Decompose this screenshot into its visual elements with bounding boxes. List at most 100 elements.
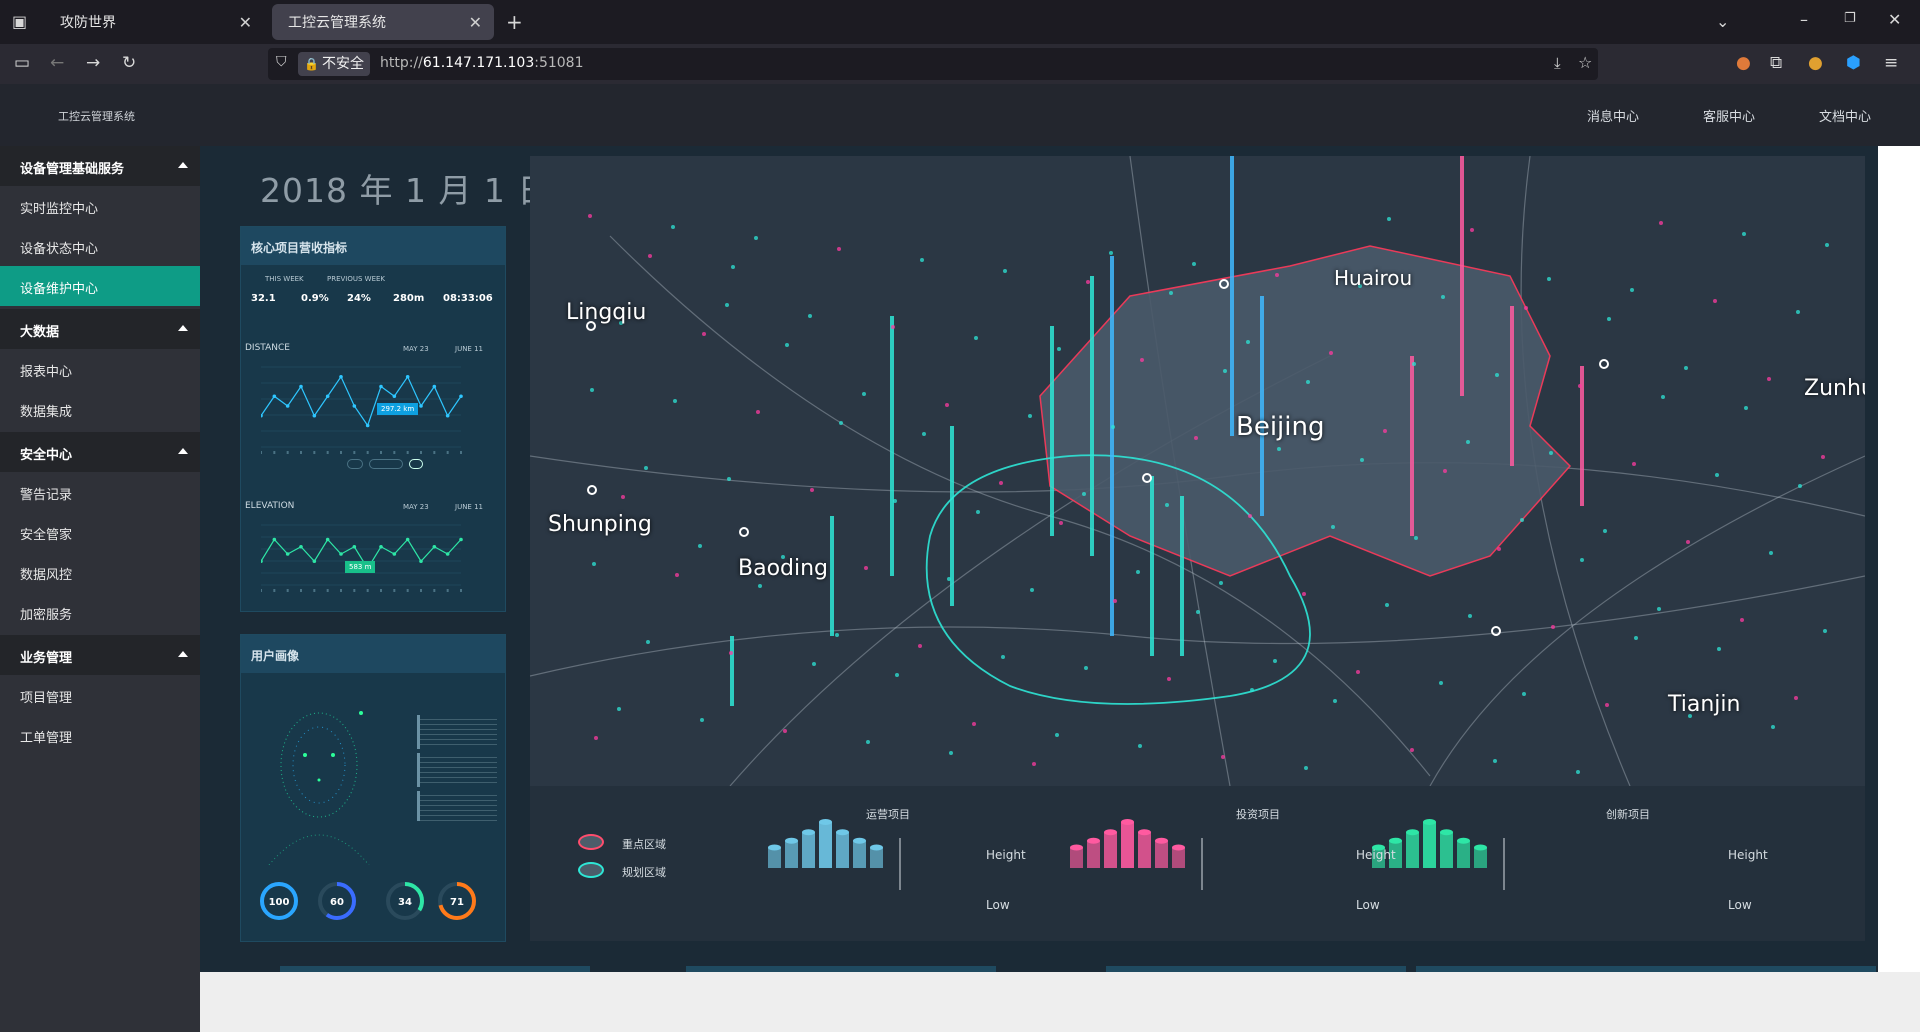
- prev-week-label[interactable]: PREVIOUS WEEK: [327, 275, 386, 283]
- close-icon[interactable]: ✕: [238, 13, 252, 32]
- extensions-icon[interactable]: ⧉: [1770, 53, 1783, 73]
- elevation-range-from[interactable]: MAY 23: [403, 503, 429, 511]
- star-icon[interactable]: ☆: [1578, 53, 1593, 72]
- data-dot: [1605, 703, 1609, 707]
- tab-list-icon[interactable]: ▣: [12, 12, 28, 31]
- this-week-label[interactable]: THIS WEEK: [265, 275, 304, 283]
- next-page-button[interactable]: [409, 459, 423, 469]
- tick-mark: [273, 451, 276, 454]
- prev-page-button[interactable]: [347, 459, 363, 469]
- reload-icon[interactable]: ↻: [122, 53, 137, 73]
- sidebar-item-reports[interactable]: 报表中心: [20, 365, 73, 380]
- legend-cylinder: [1474, 847, 1487, 868]
- data-dot: [1246, 340, 1250, 344]
- sidebar-item-risk-control[interactable]: 数据风控: [20, 568, 73, 583]
- data-dot: [1221, 755, 1225, 759]
- data-dot: [1439, 681, 1443, 685]
- close-icon[interactable]: ✕: [468, 13, 482, 32]
- url-prefix: http://: [380, 55, 423, 71]
- download-page-icon[interactable]: ⤓: [1554, 54, 1561, 72]
- sidebar-item-encryption[interactable]: 加密服务: [20, 608, 73, 623]
- back-icon[interactable]: ←: [50, 53, 65, 73]
- sidebar-item-realtime-monitor[interactable]: 实时监控中心: [20, 202, 99, 217]
- window-close-icon[interactable]: ✕: [1888, 10, 1902, 29]
- data-dot: [1219, 581, 1223, 585]
- category-investment-label: 投资项目: [1236, 808, 1280, 821]
- shield-icon[interactable]: ⛉: [276, 54, 287, 70]
- chevron-down-icon[interactable]: ⌄: [1716, 12, 1730, 31]
- extension-cube-icon[interactable]: ⬢: [1846, 53, 1861, 73]
- security-badge[interactable]: 🔒 不安全: [298, 52, 370, 76]
- menu-icon[interactable]: ≡: [1884, 53, 1899, 73]
- data-dot: [1684, 366, 1688, 370]
- url-text[interactable]: http://61.147.171.103:51081: [380, 55, 584, 71]
- gauge-arc: [386, 882, 424, 920]
- gauge-value: 71: [450, 897, 464, 908]
- data-dot: [1194, 436, 1198, 440]
- header-link-messages[interactable]: 消息中心: [1587, 110, 1640, 125]
- category-innovation-label: 创新项目: [1606, 808, 1650, 821]
- tick-mark: [460, 589, 462, 592]
- sidebar-section-security[interactable]: 安全中心: [0, 432, 200, 472]
- data-point: [379, 384, 383, 389]
- city-marker: [1491, 626, 1501, 636]
- address-bar[interactable]: ⛉ 🔒 不安全 http://61.147.171.103:51081 ⤓ ☆: [268, 48, 1598, 80]
- data-dot: [673, 399, 677, 403]
- tab-gongkong[interactable]: 工控云管理系统 ✕: [272, 4, 494, 40]
- legend-cylinder-top: [785, 837, 798, 844]
- tick-mark: [393, 451, 396, 454]
- extension-cookie-icon[interactable]: ●: [1808, 53, 1823, 73]
- tab-gongfang[interactable]: 攻防世界 ✕: [44, 4, 264, 40]
- forward-icon[interactable]: →: [86, 53, 101, 73]
- data-dot: [594, 736, 598, 740]
- legend-cylinder: [1423, 822, 1436, 868]
- data-dot: [592, 562, 596, 566]
- legend-cylinder: [870, 847, 883, 868]
- data-dot: [1547, 277, 1551, 281]
- header-link-docs[interactable]: 文档中心: [1819, 110, 1872, 125]
- data-dot: [862, 392, 866, 396]
- extension-fox-icon[interactable]: ●: [1736, 53, 1751, 73]
- legend-cylinder: [1389, 840, 1402, 868]
- sidebar-section-business[interactable]: 业务管理: [0, 635, 200, 675]
- data-dot: [918, 644, 922, 648]
- data-dot: [1659, 221, 1663, 225]
- sidebar-item-device-status[interactable]: 设备状态中心: [20, 242, 99, 257]
- sidebar-section-bigdata[interactable]: 大数据: [0, 309, 200, 349]
- minimize-icon[interactable]: –: [1800, 10, 1808, 29]
- sidebar-item-work-orders[interactable]: 工单管理: [20, 731, 73, 746]
- portrait-panel: 用户画像 100 60 34 71: [240, 634, 506, 942]
- stat-3: 24%: [347, 293, 371, 304]
- new-tab-icon[interactable]: +: [506, 10, 523, 34]
- tick-mark: [261, 451, 262, 454]
- sidebar-item-data-integration[interactable]: 数据集成: [20, 405, 73, 420]
- data-dot: [1304, 766, 1308, 770]
- sidebar-section-device-mgmt[interactable]: 设备管理基础服务: [0, 146, 200, 186]
- restore-icon[interactable]: ❐: [1844, 11, 1856, 26]
- distance-range-to[interactable]: JUNE 11: [455, 345, 483, 353]
- header-link-support[interactable]: 客服中心: [1703, 110, 1756, 125]
- data-dot: [1275, 273, 1279, 277]
- data-dot: [835, 633, 839, 637]
- data-dot: [700, 718, 704, 722]
- beijing-3d-map[interactable]: Lingqiu Huairou Beijing Zunhua Shunping …: [530, 156, 1865, 786]
- data-dot: [1713, 299, 1717, 303]
- legend-cylinder-bars: [768, 819, 1505, 890]
- elevation-range-to[interactable]: JUNE 11: [455, 503, 483, 511]
- sidebar-item-projects[interactable]: 项目管理: [20, 691, 73, 706]
- sidebar-toggle-icon[interactable]: ▭: [14, 53, 31, 73]
- tick-mark: [393, 589, 396, 592]
- sidebar-item-security-keeper[interactable]: 安全管家: [20, 528, 73, 543]
- range-selector[interactable]: [369, 459, 403, 469]
- data-point: [272, 394, 277, 399]
- data-column: [1580, 366, 1584, 506]
- data-dot: [1825, 243, 1829, 247]
- sidebar-item-device-maintenance[interactable]: 设备维护中心: [0, 266, 200, 306]
- data-dot: [1387, 217, 1391, 221]
- distance-range-from[interactable]: MAY 23: [403, 345, 429, 353]
- app-title: 工控云管理系统: [58, 110, 135, 123]
- sidebar-item-alert-log[interactable]: 警告记录: [20, 488, 73, 503]
- data-point: [392, 552, 397, 556]
- data-dot: [785, 343, 789, 347]
- data-dot: [1497, 547, 1501, 551]
